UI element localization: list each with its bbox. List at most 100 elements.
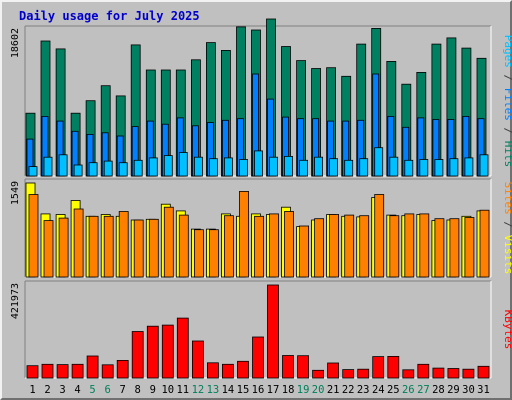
bar-sites-day-4 — [73, 208, 84, 278]
bar-kbytes-day-12 — [191, 340, 204, 379]
x-tick-day-27: 27 — [417, 384, 430, 396]
legend-entry: / — [502, 215, 512, 235]
x-tick-day-1: 1 — [29, 384, 35, 396]
x-tick-day-12: 12 — [192, 384, 205, 396]
bar-pages-day-12 — [193, 156, 203, 177]
x-tick-day-6: 6 — [105, 384, 111, 396]
x-tick-day-31: 31 — [477, 384, 490, 396]
x-tick-day-18: 18 — [282, 384, 295, 396]
bar-kbytes-day-28 — [432, 367, 445, 379]
bar-pages-day-23 — [359, 158, 369, 177]
bar-sites-day-21 — [329, 214, 340, 278]
max-label-visits-sites: 1549 — [10, 181, 21, 205]
bar-kbytes-day-27 — [417, 363, 430, 379]
x-tick-day-21: 21 — [327, 384, 340, 396]
legend-entry: / — [502, 68, 512, 88]
bar-kbytes-day-19 — [297, 355, 310, 379]
bar-pages-day-17 — [269, 156, 278, 177]
bar-kbytes-day-10 — [161, 324, 174, 379]
bar-sites-day-12 — [193, 229, 204, 278]
x-tick-day-13: 13 — [207, 384, 220, 396]
bar-sites-day-15 — [239, 190, 249, 278]
bar-kbytes-day-1 — [26, 365, 39, 379]
x-tick-day-29: 29 — [447, 384, 460, 396]
bar-sites-day-11 — [178, 214, 189, 278]
bar-kbytes-day-6 — [101, 364, 114, 379]
bar-kbytes-day-18 — [282, 355, 294, 379]
bar-sites-day-27 — [419, 213, 430, 278]
bar-pages-day-16 — [254, 150, 263, 177]
bar-pages-day-22 — [344, 159, 354, 177]
x-tick-day-10: 10 — [161, 384, 174, 396]
bar-kbytes-day-31 — [477, 365, 490, 379]
bar-pages-day-20 — [314, 156, 324, 177]
x-tick-day-3: 3 — [59, 384, 65, 396]
bar-sites-day-29 — [449, 218, 460, 278]
legend-entry: Pages — [502, 35, 512, 68]
bar-sites-day-19 — [299, 225, 310, 278]
bar-kbytes-day-15 — [237, 360, 249, 379]
bar-sites-day-28 — [434, 218, 445, 278]
x-tick-day-9: 9 — [150, 384, 156, 396]
x-tick-day-19: 19 — [297, 384, 310, 396]
bar-pages-day-7 — [118, 162, 128, 177]
bar-kbytes-day-26 — [402, 369, 415, 379]
bar-kbytes-day-3 — [56, 364, 69, 379]
bar-pages-day-15 — [239, 159, 248, 177]
bar-pages-day-21 — [329, 158, 339, 177]
legend-entry: KBytes — [502, 310, 512, 350]
max-label-hits-files-pages: 18602 — [10, 28, 21, 58]
bar-sites-day-20 — [314, 218, 325, 278]
bar-sites-day-13 — [208, 229, 219, 278]
bar-kbytes-day-8 — [131, 331, 144, 379]
bar-kbytes-day-5 — [86, 355, 99, 379]
bar-kbytes-day-4 — [71, 363, 84, 379]
bar-pages-day-24 — [374, 147, 384, 177]
x-tick-day-25: 25 — [387, 384, 400, 396]
bar-sites-day-3 — [58, 217, 69, 278]
bar-kbytes-day-11 — [176, 317, 189, 379]
bar-kbytes-day-7 — [116, 359, 129, 379]
x-tick-day-28: 28 — [432, 384, 445, 396]
bar-pages-day-19 — [299, 159, 309, 177]
bar-kbytes-day-21 — [327, 362, 340, 379]
bar-sites-day-10 — [163, 206, 174, 278]
bar-sites-day-1 — [28, 194, 39, 278]
bar-pages-day-30 — [464, 157, 474, 177]
x-tick-day-20: 20 — [312, 384, 325, 396]
bar-pages-day-5 — [88, 162, 98, 177]
bar-kbytes-day-29 — [447, 368, 460, 379]
bar-sites-day-18 — [284, 211, 294, 278]
bar-pages-day-11 — [178, 152, 188, 177]
bar-sites-day-5 — [88, 215, 99, 278]
bar-pages-day-27 — [419, 159, 429, 177]
x-tick-day-2: 2 — [44, 384, 50, 396]
bar-pages-day-9 — [148, 157, 158, 177]
bar-sites-day-24 — [374, 194, 385, 278]
legend-visits-sites: Sites / Visits — [502, 182, 512, 275]
bar-kbytes-day-2 — [41, 363, 54, 379]
bar-sites-day-16 — [254, 215, 264, 278]
x-tick-day-15: 15 — [237, 384, 250, 396]
bar-sites-day-7 — [118, 211, 129, 278]
bar-kbytes-day-9 — [146, 325, 159, 379]
bar-kbytes-day-13 — [206, 362, 219, 379]
bar-pages-day-31 — [479, 154, 489, 177]
bar-pages-day-18 — [284, 155, 293, 177]
bar-pages-day-3 — [58, 154, 68, 177]
bar-sites-day-9 — [148, 218, 159, 278]
bar-kbytes-day-17 — [267, 284, 279, 379]
bar-kbytes-day-30 — [462, 368, 475, 379]
bar-sites-day-30 — [464, 217, 475, 278]
bar-kbytes-day-22 — [342, 369, 355, 379]
bar-kbytes-day-24 — [372, 356, 385, 379]
bar-pages-day-4 — [73, 164, 83, 177]
bar-pages-day-28 — [434, 159, 444, 177]
bar-sites-day-17 — [269, 213, 279, 278]
x-tick-day-23: 23 — [357, 384, 370, 396]
bar-pages-day-26 — [404, 159, 414, 177]
x-tick-day-22: 22 — [342, 384, 355, 396]
x-tick-day-7: 7 — [120, 384, 126, 396]
bar-sites-day-14 — [223, 215, 234, 278]
bar-sites-day-2 — [43, 220, 54, 278]
